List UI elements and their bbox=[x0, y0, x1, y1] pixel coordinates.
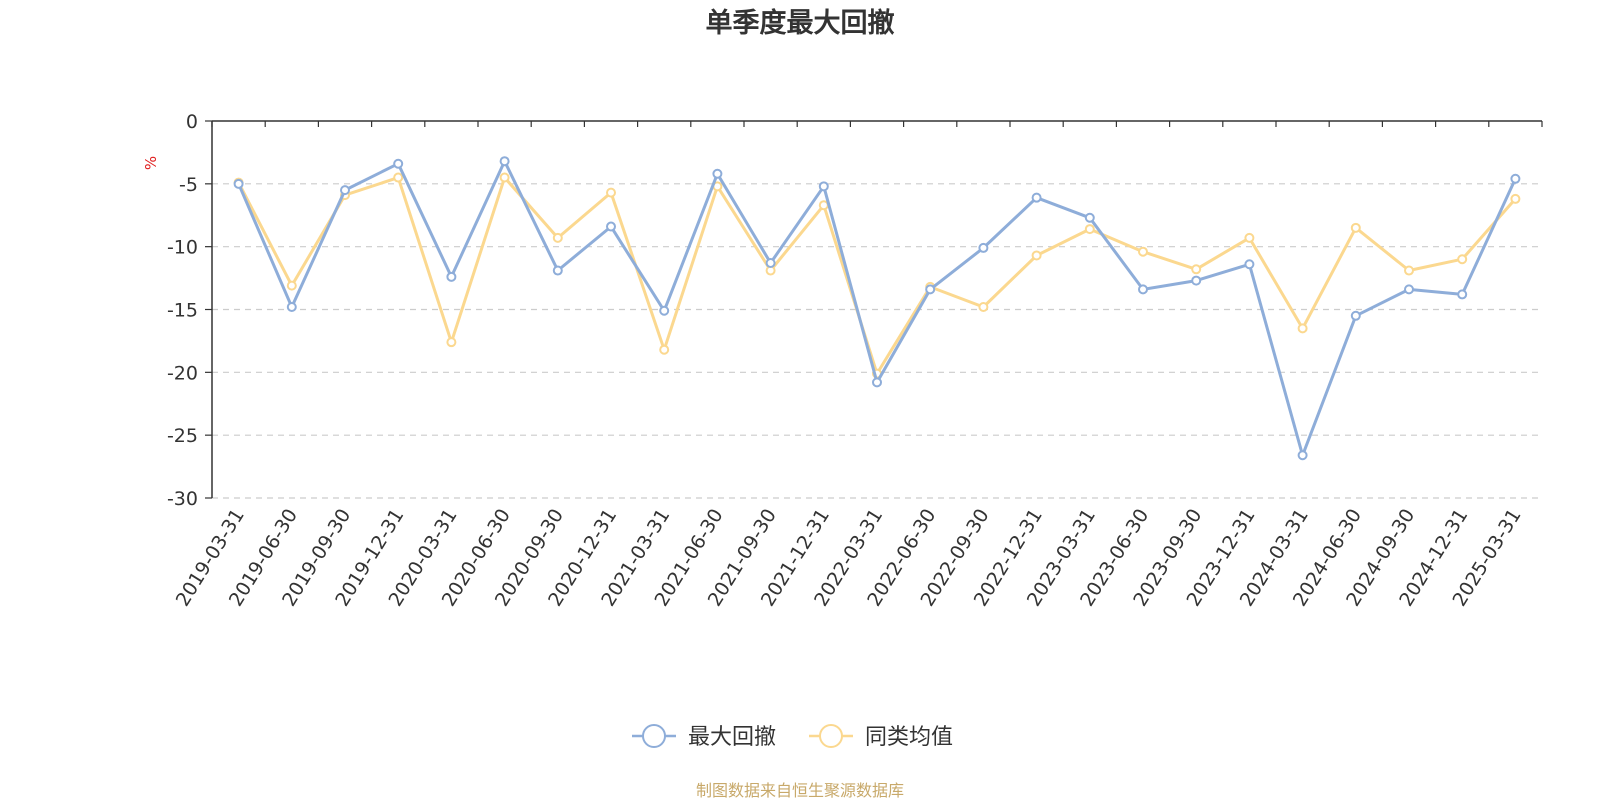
data-point bbox=[499, 172, 510, 183]
data-point bbox=[499, 156, 510, 167]
data-point bbox=[712, 168, 723, 179]
data-point bbox=[818, 200, 829, 211]
legend-item-2: 同类均值 bbox=[809, 724, 953, 750]
data-point bbox=[233, 178, 244, 189]
data-point bbox=[446, 337, 457, 348]
data-point bbox=[552, 265, 563, 276]
data-point bbox=[1510, 193, 1521, 204]
series-line bbox=[237, 176, 1517, 376]
data-point bbox=[1138, 246, 1148, 257]
y-axis-unit: % bbox=[142, 156, 160, 170]
data-point bbox=[1350, 310, 1361, 321]
data-point bbox=[1191, 275, 1202, 286]
data-point bbox=[925, 284, 936, 295]
legend-label: 同类均值 bbox=[865, 725, 953, 750]
data-point bbox=[1031, 250, 1042, 261]
axes bbox=[205, 120, 1543, 499]
y-tick-label: -30 bbox=[167, 488, 198, 510]
data-point bbox=[978, 242, 989, 253]
data-point bbox=[286, 280, 297, 291]
data-point bbox=[1084, 224, 1095, 235]
data-point bbox=[1191, 264, 1202, 275]
data-point bbox=[552, 232, 563, 243]
data-point bbox=[1138, 284, 1148, 295]
data-point bbox=[872, 377, 882, 388]
x-tick-labels: 2019-03-312019-06-302019-09-302019-12-31… bbox=[172, 505, 1526, 610]
data-point bbox=[1404, 284, 1414, 295]
y-tick-labels: 0 -5 -10 -15 -20 -25 -30 bbox=[167, 111, 198, 510]
data-point bbox=[1457, 254, 1468, 265]
data-point bbox=[393, 172, 404, 183]
y-tick-label: -20 bbox=[167, 362, 198, 384]
legend-label: 最大回撤 bbox=[688, 725, 776, 750]
data-point bbox=[606, 187, 616, 198]
data-point bbox=[1244, 259, 1255, 270]
data-point bbox=[659, 344, 670, 355]
data-point bbox=[606, 221, 616, 232]
series-line bbox=[237, 159, 1517, 457]
y-tick-label: 0 bbox=[186, 111, 198, 133]
series-2 bbox=[233, 172, 1521, 379]
chart-title: 单季度最大回撤 bbox=[706, 7, 895, 39]
y-tick-label: -10 bbox=[167, 237, 198, 259]
data-point bbox=[1350, 222, 1361, 233]
data-point bbox=[1510, 173, 1521, 184]
series-1 bbox=[233, 156, 1521, 461]
data-source-note: 制图数据来自恒生聚源数据库 bbox=[696, 781, 904, 800]
legend: 最大回撤 同类均值 bbox=[632, 724, 953, 750]
series-layer bbox=[233, 156, 1521, 461]
data-point bbox=[1244, 232, 1255, 243]
data-point bbox=[1297, 323, 1308, 334]
legend-item-1: 最大回撤 bbox=[632, 724, 776, 750]
data-point bbox=[1404, 265, 1414, 276]
data-point bbox=[446, 271, 457, 282]
data-point bbox=[286, 301, 297, 312]
y-tick-label: -15 bbox=[167, 300, 198, 322]
data-point bbox=[393, 158, 404, 169]
data-point bbox=[818, 181, 829, 192]
data-point bbox=[1031, 192, 1042, 203]
y-tick-label: -5 bbox=[179, 174, 198, 196]
y-tick-label: -25 bbox=[167, 425, 198, 447]
data-point bbox=[1457, 289, 1468, 300]
data-point bbox=[659, 305, 670, 316]
data-point bbox=[765, 258, 776, 269]
data-point bbox=[340, 185, 350, 196]
grid-lines bbox=[212, 183, 1542, 499]
data-point bbox=[978, 301, 989, 312]
data-point bbox=[1084, 212, 1095, 223]
data-point bbox=[1297, 450, 1308, 461]
legend-marker bbox=[642, 724, 666, 748]
legend-marker bbox=[819, 724, 843, 748]
